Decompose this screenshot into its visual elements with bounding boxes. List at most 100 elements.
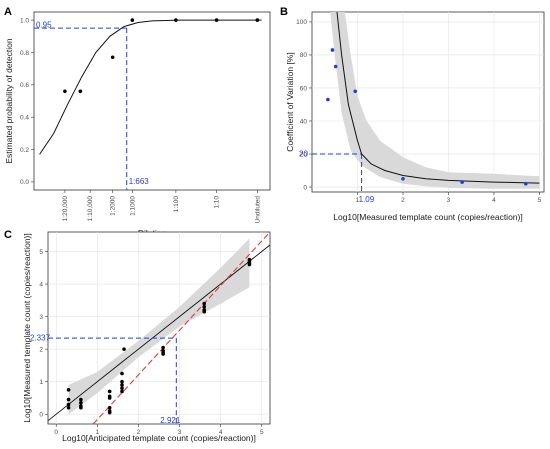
data-point xyxy=(66,402,71,407)
annotation-lines: 2.337 2.921 xyxy=(30,334,181,425)
y-tick-label: 0.0 xyxy=(20,179,29,186)
fit-curve xyxy=(39,19,262,155)
x-tick-label: 0 xyxy=(54,429,58,436)
ci-ribbon xyxy=(68,238,250,415)
annotation-lines: 201.09 xyxy=(299,150,375,204)
data-point xyxy=(401,176,405,181)
ci-ribbon xyxy=(330,12,540,189)
y-tick-label: 0.6 xyxy=(20,82,29,89)
annotation-y-value: 2.337 xyxy=(30,334,51,343)
x-tick-label: 4 xyxy=(219,429,223,436)
data-points xyxy=(66,257,252,415)
data-point xyxy=(326,97,330,102)
data-point xyxy=(120,389,124,394)
data-point xyxy=(255,18,260,22)
data-point xyxy=(79,405,83,410)
data-point xyxy=(66,388,71,392)
data-point xyxy=(120,386,124,391)
x-tick-label: 1 xyxy=(96,429,100,436)
data-point xyxy=(120,371,124,376)
annotation-x-value: 1:663 xyxy=(129,177,150,186)
y-tick-label: 4 xyxy=(39,281,43,288)
axis-ticks: 0 20 40 60 80 100 1 2 3 4 5 xyxy=(296,19,541,204)
y-tick-label: 0.2 xyxy=(20,147,29,154)
axis-ticks: 0 1 2 3 4 5 0 1 2 3 4 5 xyxy=(39,249,264,436)
data-point xyxy=(79,397,83,402)
x-axis-label: Log10[Measured template count (copies/re… xyxy=(333,212,522,222)
y-tick-label: 1.0 xyxy=(20,17,29,24)
data-point xyxy=(120,379,124,384)
x-tick-label: 2 xyxy=(137,429,141,436)
data-point xyxy=(330,48,335,52)
panel-a: A 0.0 0.2 0.4 0.6 0.8 1.0 1:20,000 1:10,000 1:20… xyxy=(4,6,271,238)
x-tick-label: 1:1000 xyxy=(129,196,136,216)
data-point xyxy=(202,305,207,309)
data-point xyxy=(110,55,115,60)
x-tick-label: 5 xyxy=(260,429,264,436)
annotation-x-value: 2.921 xyxy=(160,416,181,425)
annotation-y-value: 20 xyxy=(299,150,308,159)
data-point xyxy=(78,89,83,94)
y-tick-label: 1 xyxy=(39,379,43,386)
x-tick-label: 2 xyxy=(401,197,405,204)
data-point xyxy=(174,18,178,22)
identity-line xyxy=(47,244,271,422)
x-tick-label: 1:10,000 xyxy=(87,196,94,222)
data-point xyxy=(107,396,112,400)
data-points xyxy=(326,48,528,186)
y-tick-label: 0.8 xyxy=(20,50,29,57)
data-point xyxy=(122,347,126,351)
x-tick-label: 1:100 xyxy=(173,196,180,213)
annotation-x-value: 1.09 xyxy=(359,195,375,204)
data-point xyxy=(79,401,83,405)
x-tick-label: 1:2000 xyxy=(110,196,117,216)
data-point xyxy=(333,64,338,69)
confidence-band xyxy=(68,238,250,415)
fit-lines xyxy=(47,231,271,425)
annotation-lines: 0.95 1:663 xyxy=(34,21,149,190)
regression-line xyxy=(92,231,271,425)
x-tick-label: 1 xyxy=(356,197,360,204)
data-point xyxy=(66,397,71,402)
x-tick-label: 3 xyxy=(178,429,182,436)
y-tick-label: 40 xyxy=(300,118,308,125)
panel-label-a: A xyxy=(4,6,12,18)
y-tick-label: 0.4 xyxy=(20,114,29,121)
x-axis-label: Log10[Anticipated template count (copies… xyxy=(62,433,256,443)
confidence-band xyxy=(330,12,540,189)
y-tick-label: 5 xyxy=(39,249,43,256)
fit-curve-line xyxy=(39,19,262,155)
annotation-y-value: 0.95 xyxy=(36,21,52,30)
y-tick-label: 100 xyxy=(296,19,307,26)
y-tick-label: 0 xyxy=(303,184,307,191)
data-point xyxy=(161,345,165,350)
data-point xyxy=(214,18,219,22)
y-tick-label: 2 xyxy=(39,346,43,353)
y-axis-label: Log10[Measured template count (copies/re… xyxy=(22,233,32,422)
data-point xyxy=(63,89,67,94)
data-point xyxy=(120,383,124,387)
data-point xyxy=(130,18,135,22)
data-point xyxy=(202,301,207,306)
panel-c: C 0 1 2 3 4 5 0 1 2 3 4 5 2.337 2.921 Log10[Anticipa… xyxy=(4,229,271,443)
data-point xyxy=(460,180,464,184)
plot-frame xyxy=(33,11,271,191)
data-points xyxy=(63,18,260,94)
data-point xyxy=(353,89,358,94)
fit-curve xyxy=(336,11,540,184)
data-point xyxy=(524,181,528,186)
fit-curve-line xyxy=(336,11,540,184)
data-point xyxy=(161,352,165,356)
y-axis-label: Coefficient of Variation [%] xyxy=(285,52,295,151)
y-axis-label: Estimated probability of detection xyxy=(4,38,14,163)
x-tick-label: 1:20,000 xyxy=(62,196,69,222)
axis-ticks: 0.0 0.2 0.4 0.6 0.8 1.0 1:20,000 1:10,000 1:2000… xyxy=(20,17,261,223)
y-tick-label: 3 xyxy=(39,314,43,321)
data-point xyxy=(107,389,112,394)
x-tick-label: 5 xyxy=(538,197,542,204)
x-tick-label: Undiluted xyxy=(254,196,261,224)
data-point xyxy=(107,410,112,415)
data-point xyxy=(202,309,207,314)
panel-label-c: C xyxy=(4,229,12,241)
